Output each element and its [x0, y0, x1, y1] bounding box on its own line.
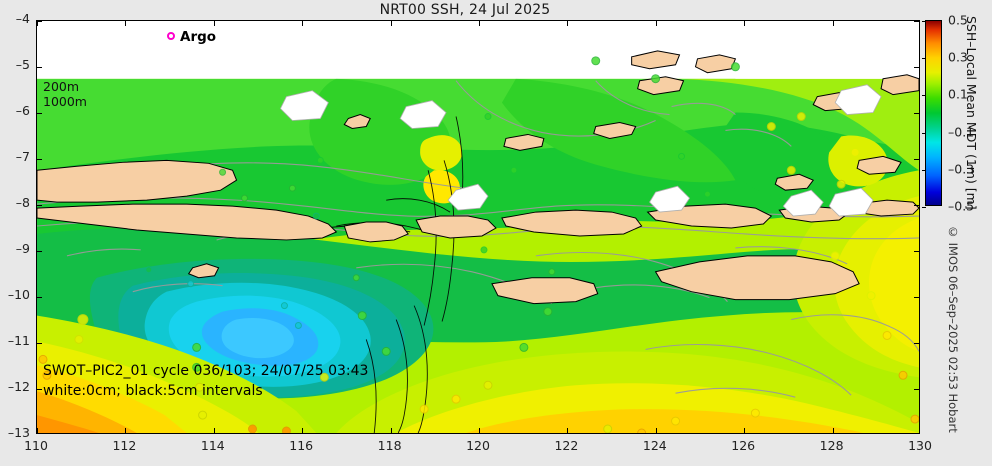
x-tick-label: 114: [200, 438, 225, 453]
x-tick: [567, 428, 569, 433]
colorbar: [922, 20, 942, 208]
y-tick-right: [914, 297, 919, 298]
x-tick: [744, 428, 746, 433]
y-tick-right: [914, 205, 919, 206]
x-tick-top: [302, 21, 304, 26]
x-tick: [37, 428, 38, 433]
swot-annotation: SWOT–PIC2_01 cycle 036/103; 24/07/25 03:…: [43, 361, 368, 401]
colorbar-tick-label: 0.1: [948, 86, 968, 102]
colorbar-tick: [922, 207, 926, 208]
map-plot-area[interactable]: Argo 200m 1000m SWOT–PIC2_01 cycle 036/1…: [36, 20, 920, 434]
colorbar-tick-label: –0.1: [948, 124, 975, 140]
colorbar-tick-label: 0.5: [948, 12, 968, 28]
x-tick: [655, 428, 657, 433]
colorbar-tick-label: 0.3: [948, 49, 968, 65]
y-tick: [37, 21, 42, 22]
y-tick-right: [914, 343, 919, 344]
y-tick: [37, 67, 42, 68]
x-tick-label: 120: [466, 438, 490, 453]
y-tick-right: [914, 21, 919, 22]
x-tick-top: [213, 21, 215, 26]
x-tick-top: [390, 21, 392, 26]
page-title: NRT00 SSH, 24 Jul 2025: [379, 2, 551, 18]
x-tick-label: 126: [731, 438, 756, 453]
x-tick-top: [125, 21, 127, 26]
x-tick-label: 116: [289, 438, 314, 453]
argo-legend-label: Argo: [180, 29, 217, 45]
colorbar-tick: [922, 169, 926, 171]
swot-cycle-line: SWOT–PIC2_01 cycle 036/103; 24/07/25 03:…: [43, 363, 369, 379]
x-tick: [390, 428, 392, 433]
x-tick: [302, 428, 304, 433]
y-tick-right: [914, 389, 919, 390]
x-tick-top: [37, 21, 38, 26]
y-tick: [37, 159, 42, 160]
x-tick-top: [744, 21, 746, 26]
x-tick-label: 124: [642, 438, 667, 453]
x-tick-label: 130: [908, 438, 932, 453]
y-tick-right: [914, 67, 919, 68]
bathymetry-key: 200m 1000m: [43, 79, 87, 109]
y-tick: [37, 251, 42, 252]
y-tick: [37, 113, 42, 114]
colorbar-tick: [922, 58, 926, 60]
colorbar-tick: [922, 95, 926, 97]
colorbar-tick: [922, 21, 926, 22]
y-tick-right: [914, 113, 919, 114]
x-tick: [125, 428, 127, 433]
y-tick-right: [914, 159, 919, 160]
y-tick: [37, 389, 42, 390]
x-tick-top: [479, 21, 480, 26]
colorbar-gradient: [926, 21, 941, 205]
y-tick: [37, 205, 42, 206]
contour-interval-line: white:0cm; black:5cm intervals: [43, 383, 263, 399]
x-tick-label: 128: [819, 438, 844, 453]
argo-legend: Argo: [167, 29, 216, 45]
colorbar-tick-label: –0.3: [948, 161, 975, 177]
y-tick: [37, 343, 42, 344]
bathymetry-1000m-label: 1000m: [43, 94, 87, 109]
colorbar-title: SSH–Local Mean MDT (1m) [m]: [964, 16, 979, 210]
argo-marker-icon: [167, 32, 175, 40]
colorbar-tick: [922, 132, 926, 134]
y-tick-right: [914, 251, 919, 252]
bathymetry-200m-label: 200m: [43, 79, 80, 94]
x-tick-label: 122: [554, 438, 579, 453]
x-tick-top: [655, 21, 657, 26]
x-tick: [479, 428, 480, 433]
colorbar-tick-label: –0.5: [948, 198, 975, 214]
x-tick: [213, 428, 215, 433]
x-tick-label: 112: [112, 438, 137, 453]
ssh-field: [37, 21, 919, 433]
x-tick-top: [832, 21, 834, 26]
x-tick-label: 118: [377, 438, 402, 453]
x-tick-label: 110: [24, 438, 48, 453]
x-tick-top: [567, 21, 569, 26]
x-tick: [832, 428, 834, 433]
y-tick: [37, 297, 42, 298]
credit-text: © IMOS 06–Sep–2025 02:53 Hobart: [946, 225, 960, 433]
